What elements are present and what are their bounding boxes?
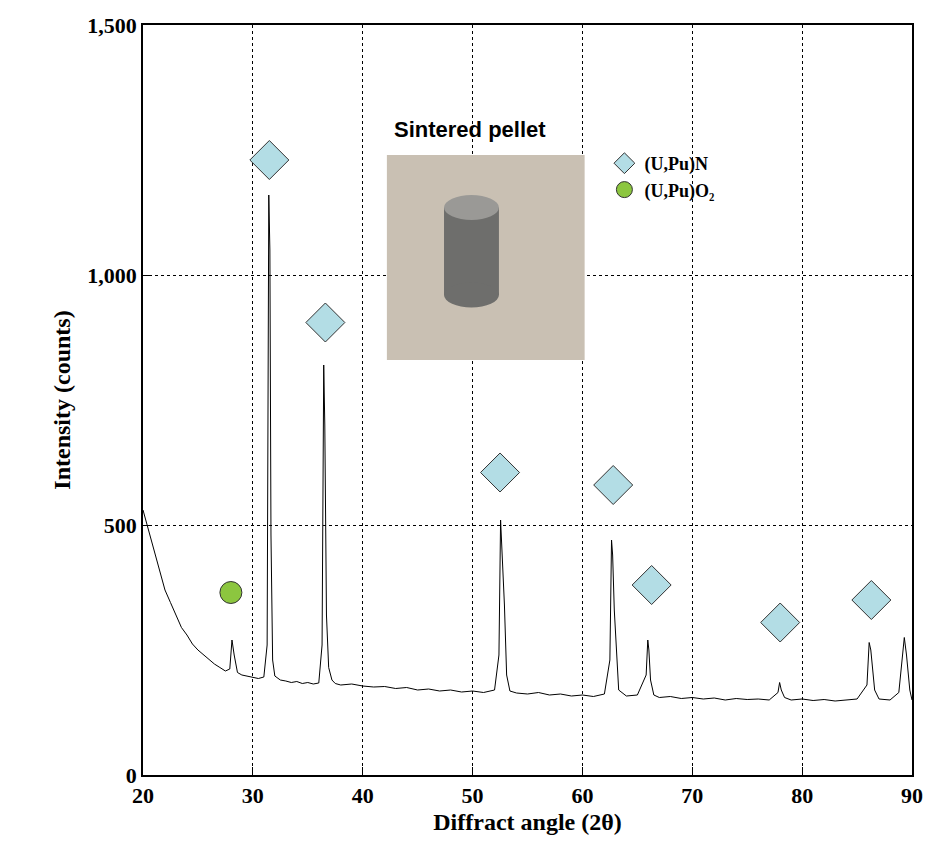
svg-text:0: 0 xyxy=(126,763,137,788)
svg-text:Sintered pellet: Sintered pellet xyxy=(394,117,546,142)
svg-text:90: 90 xyxy=(901,783,923,808)
svg-text:1,000: 1,000 xyxy=(87,263,137,288)
svg-text:(U,Pu)N: (U,Pu)N xyxy=(644,154,708,175)
svg-text:(U,Pu)O₂: (U,Pu)O₂ xyxy=(644,181,714,202)
svg-text:20: 20 xyxy=(132,783,154,808)
svg-text:60: 60 xyxy=(571,783,593,808)
svg-text:Diffract angle (2θ): Diffract angle (2θ) xyxy=(433,809,621,835)
svg-text:30: 30 xyxy=(242,783,264,808)
svg-text:80: 80 xyxy=(791,783,813,808)
svg-text:50: 50 xyxy=(462,783,484,808)
svg-text:70: 70 xyxy=(681,783,703,808)
svg-text:500: 500 xyxy=(104,513,137,538)
svg-text:1,500: 1,500 xyxy=(87,13,137,38)
svg-text:40: 40 xyxy=(352,783,374,808)
svg-text:Intensity (counts): Intensity (counts) xyxy=(49,310,75,489)
